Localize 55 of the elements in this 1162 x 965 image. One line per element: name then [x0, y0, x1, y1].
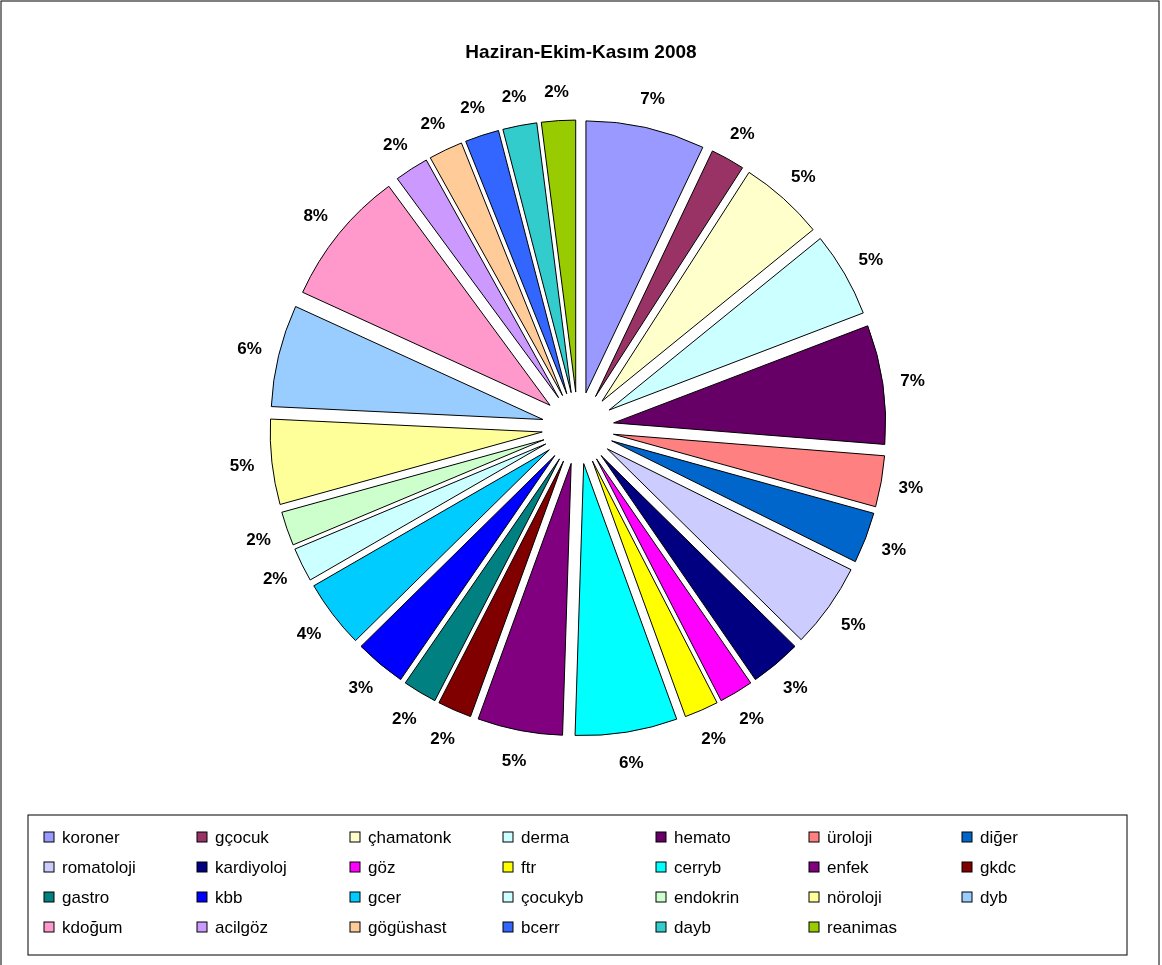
legend-label: acilgöz — [215, 918, 268, 937]
legend-label: hemato — [674, 828, 731, 847]
legend-label: endokrin — [674, 888, 740, 907]
legend-label: romatoloji — [62, 858, 136, 877]
data-label: 2% — [430, 728, 455, 748]
data-label: 3% — [782, 677, 808, 697]
data-label: 2% — [420, 113, 446, 133]
legend-label: nöroloji — [827, 888, 882, 907]
data-label: 2% — [730, 123, 755, 143]
legend-label: gögüshast — [368, 918, 447, 937]
data-label: 5% — [791, 167, 816, 187]
legend-label: gastro — [62, 888, 110, 907]
legend-label: enfek — [827, 858, 870, 877]
data-label: 3% — [881, 539, 907, 559]
data-label: 2% — [544, 81, 569, 101]
legend-label: cerryb — [674, 858, 722, 877]
legend-label: dyb — [980, 888, 1008, 907]
legend-label: kbb — [215, 888, 243, 907]
legend-label: koroner — [62, 828, 120, 847]
chart-title: Haziran-Ekim-Kasım 2008 — [465, 41, 697, 62]
legend-label: derma — [521, 828, 570, 847]
data-label: 4% — [296, 623, 322, 643]
legend-label: çhamatonk — [368, 828, 452, 847]
data-label: 5% — [229, 456, 255, 476]
legend-label: bcerr — [521, 918, 561, 937]
data-label: 3% — [348, 677, 374, 697]
legend-label: ftr — [521, 858, 537, 877]
legend-label: gçocuk — [215, 828, 270, 847]
data-label: 6% — [237, 339, 262, 359]
data-label: 2% — [262, 569, 288, 589]
legend-label: kardiyoloj — [215, 858, 287, 877]
data-label: 8% — [303, 205, 328, 225]
legend-label: reanimas — [827, 918, 897, 937]
legend-label: gkdc — [980, 858, 1017, 877]
legend-label: göz — [368, 858, 396, 877]
data-label: 2% — [739, 709, 764, 728]
legend-label: kdoğum — [62, 918, 123, 937]
data-label: 2% — [382, 134, 408, 154]
data-label: 7% — [640, 89, 665, 109]
legend-label: diğer — [980, 828, 1019, 847]
data-label: 2% — [460, 97, 485, 117]
data-label: 5% — [501, 750, 527, 770]
data-label: 5% — [841, 615, 866, 635]
legend-label: üroloji — [827, 828, 873, 847]
data-label: 2% — [246, 529, 271, 549]
legend-label: dayb — [674, 918, 711, 937]
legend-label: çocukyb — [521, 888, 584, 907]
data-label: 2% — [501, 87, 527, 107]
data-label: 5% — [858, 250, 884, 269]
legend-label: gcer — [368, 888, 402, 907]
data-label: 3% — [898, 477, 924, 497]
data-label: 2% — [392, 709, 417, 728]
data-label: 7% — [900, 370, 925, 390]
data-label: 2% — [701, 728, 726, 748]
data-label: 6% — [619, 752, 644, 772]
